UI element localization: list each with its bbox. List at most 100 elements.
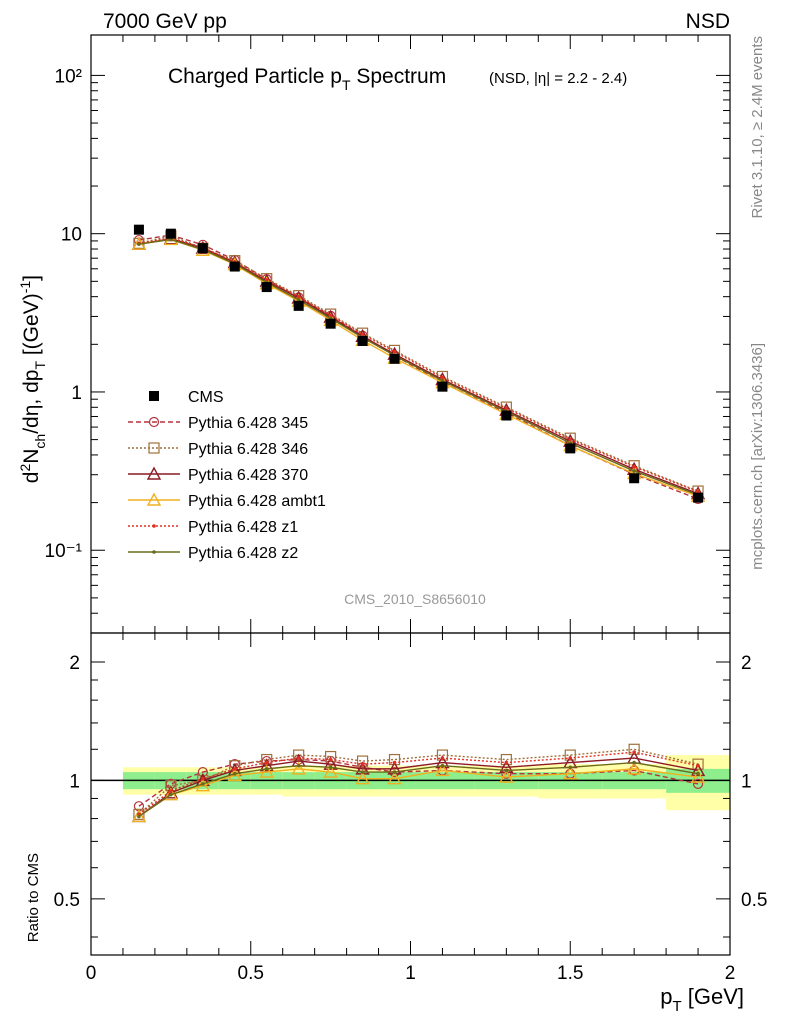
ratio-y-axis-label: Ratio to CMS (25, 853, 42, 942)
data-point (197, 243, 208, 254)
series-point-ratio-5 (137, 814, 141, 819)
legend-label-cms: CMS (188, 389, 224, 406)
data-point (293, 300, 304, 311)
series-point-ratio-4 (632, 750, 636, 754)
main-frame (90, 34, 731, 634)
ratio-y-tick-label-right: 0.5 (741, 890, 767, 911)
x-tick-label: 0 (86, 963, 97, 984)
series-point-ratio-5 (392, 770, 397, 774)
header-right: NSD (686, 10, 730, 33)
x-tick-label: 2 (725, 963, 736, 984)
series-point-main-5 (137, 242, 141, 246)
series-point-ratio-3 (259, 764, 274, 778)
series-point-ratio-5 (360, 770, 365, 774)
series-point-ratio-1 (261, 753, 273, 766)
legend: CMS Pythia 6.428 345 Pythia 6.428 346 Pythi… (128, 389, 326, 562)
series-point-ratio-4 (201, 776, 205, 781)
x-tick-label: 0.5 (238, 963, 264, 984)
ratio-y-tick-label-right: 2 (741, 653, 752, 674)
series-point-ratio-1 (293, 749, 305, 761)
series-point-ratio-3 (435, 763, 450, 777)
data-point (693, 492, 704, 503)
series-point-ratio-3 (690, 769, 706, 783)
series-point-ratio-2 (435, 755, 450, 769)
data-point (357, 335, 368, 346)
series-point-ratio-4 (440, 756, 445, 760)
legend-label-5: Pythia 6.428 z2 (188, 545, 298, 562)
y-tick-label: 1 (71, 383, 82, 404)
series-point-ratio-3 (387, 771, 402, 785)
legend-label-0: Pythia 6.428 345 (188, 415, 308, 432)
series-point-ratio-5 (201, 782, 205, 786)
x-axis-label: pT [GeV] (660, 984, 744, 1015)
series-point-ratio-3 (563, 766, 578, 780)
data-point (133, 224, 144, 235)
y-axis-label: d2Nch/dη, dpT [(GeV)-1] (17, 275, 48, 483)
legend-label-1: Pythia 6.428 346 (188, 441, 308, 458)
series-point-ratio-1 (436, 749, 449, 761)
series-point-ratio-3 (626, 761, 642, 775)
y-tick-label: 10 (61, 225, 82, 246)
series-point-ratio-5 (169, 792, 173, 797)
series-point-main-4 (328, 313, 333, 318)
series-point-ratio-4 (296, 756, 301, 760)
series-point-ratio-5 (328, 765, 333, 770)
series-point-ratio-5 (696, 771, 700, 776)
data-point (437, 381, 448, 392)
data-point (165, 228, 176, 239)
series-point-ratio-5 (296, 763, 301, 768)
legend-marker-cms (149, 391, 159, 401)
series-point-ratio-1 (356, 755, 369, 767)
series-point-ratio-2 (323, 756, 338, 770)
mcplots-label: mcplots.cern.ch [arXiv:1306.3436] (749, 343, 766, 570)
series-point-ratio-4 (264, 760, 269, 765)
ratio-y-tick-label-right: 1 (741, 771, 752, 792)
series-point-ratio-4 (504, 760, 509, 765)
series-point-ratio-3 (291, 761, 306, 775)
x-tick-label: 1.5 (557, 963, 583, 984)
series-point-ratio-3 (499, 769, 514, 783)
series-point-ratio-3 (131, 808, 147, 823)
series-point-ratio-4 (360, 762, 365, 766)
series-line-ratio-3 (138, 768, 699, 818)
chart-title: Charged Particle pT Spectrum (168, 65, 446, 93)
data-point (229, 261, 240, 272)
ratio-y-tick-label: 1 (69, 771, 80, 792)
series-point-main-4 (296, 295, 301, 299)
series-point-main-4 (504, 406, 509, 411)
legend-marker-5 (152, 550, 156, 554)
series-layer (131, 224, 706, 823)
series-point-main-4 (440, 375, 445, 380)
series-point-ratio-5 (440, 763, 445, 768)
series-point-ratio-4 (568, 756, 573, 760)
legend-marker-1 (148, 442, 160, 454)
data-point (501, 410, 512, 421)
legend-marker-3 (146, 492, 162, 506)
series-point-ratio-4 (232, 767, 237, 771)
series-point-ratio-5 (264, 767, 269, 771)
series-point-main-4 (360, 332, 365, 337)
data-point (629, 473, 640, 484)
data-point (565, 443, 576, 454)
series-line-ratio-5 (138, 761, 699, 818)
series-line-main-4 (138, 237, 699, 493)
rivet-label: Rivet 3.1.10, ≥ 2.4M events (749, 36, 766, 219)
series-line-main-5 (138, 238, 699, 496)
chart-title-extra: (NSD, |η| = 2.2 - 2.4) (489, 70, 627, 87)
series-point-ratio-1 (628, 743, 640, 755)
series-point-ratio-5 (568, 765, 573, 770)
series-point-ratio-1 (500, 753, 512, 766)
series-point-ratio-0 (692, 778, 704, 789)
series-point-ratio-4 (696, 763, 700, 768)
data-point (325, 318, 336, 329)
series-point-main-4 (568, 437, 573, 442)
ratio-y-tick-label: 2 (69, 653, 80, 674)
legend-label-3: Pythia 6.428 ambt1 (188, 493, 326, 510)
series-point-ratio-5 (232, 771, 237, 776)
series-point-ratio-2 (259, 758, 274, 772)
legend-marker-2 (146, 466, 162, 480)
series-line-ratio-4 (138, 751, 699, 815)
series-point-ratio-1 (388, 753, 401, 766)
x-tick-label: 1 (405, 963, 416, 984)
